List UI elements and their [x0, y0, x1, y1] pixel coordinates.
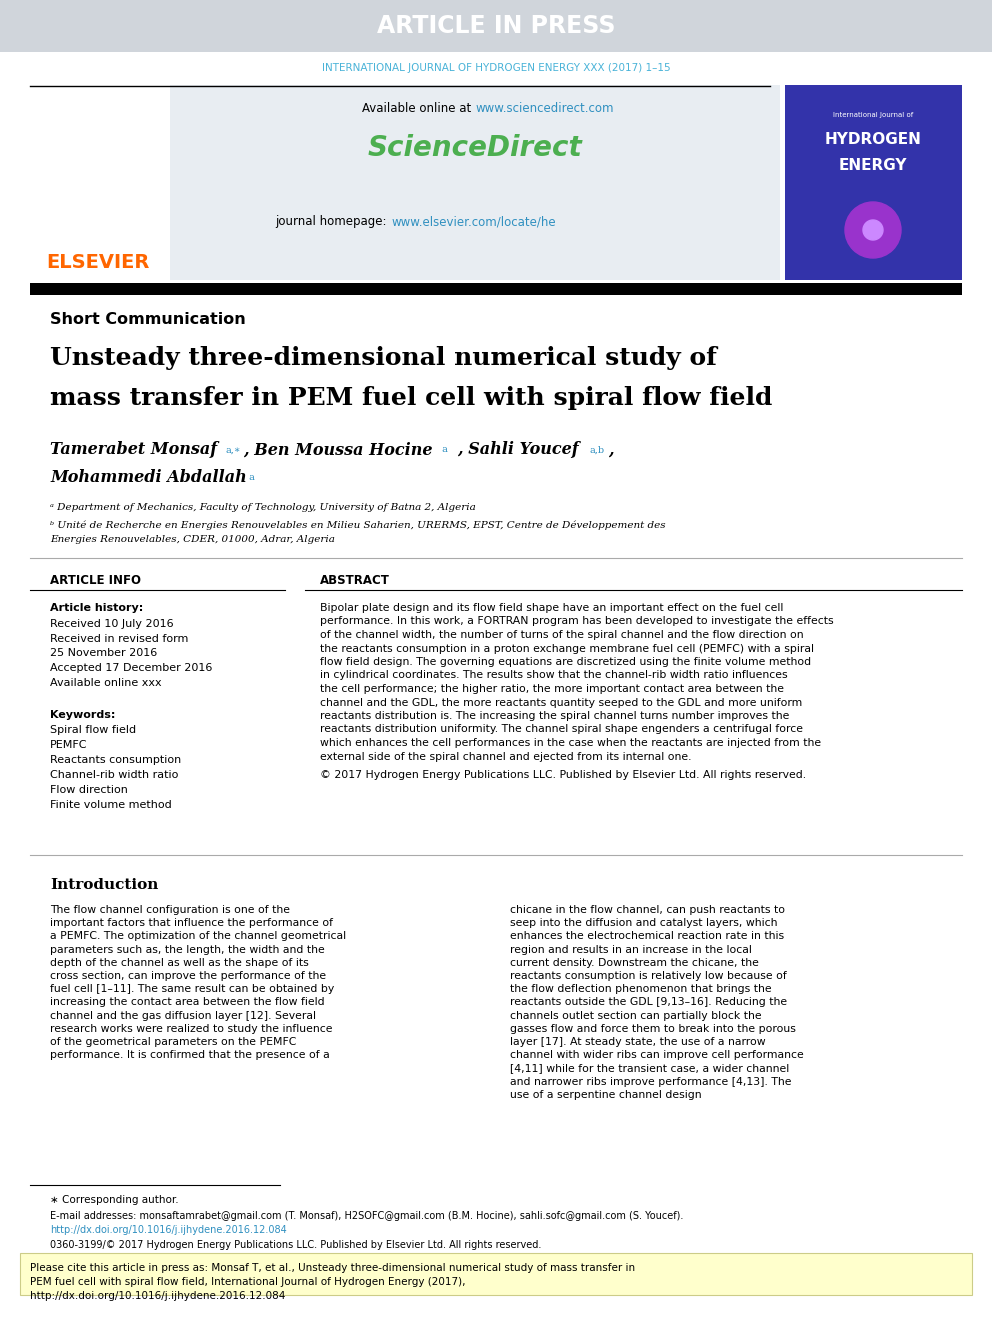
Text: increasing the contact area between the flow field: increasing the contact area between the … [50, 998, 324, 1007]
Text: INTERNATIONAL JOURNAL OF HYDROGEN ENERGY XXX (2017) 1–15: INTERNATIONAL JOURNAL OF HYDROGEN ENERGY… [321, 64, 671, 73]
Text: research works were realized to study the influence: research works were realized to study th… [50, 1024, 332, 1033]
Text: ,: , [608, 442, 614, 459]
Text: Flow direction: Flow direction [50, 785, 128, 795]
Text: channel and the GDL, the more reactants quantity seeped to the GDL and more unif: channel and the GDL, the more reactants … [320, 697, 803, 708]
Text: Finite volume method: Finite volume method [50, 800, 172, 810]
Text: Bipolar plate design and its flow field shape have an important effect on the fu: Bipolar plate design and its flow field … [320, 603, 784, 613]
Text: channel with wider ribs can improve cell performance: channel with wider ribs can improve cell… [510, 1050, 804, 1060]
Text: current density. Downstream the chicane, the: current density. Downstream the chicane,… [510, 958, 759, 968]
FancyBboxPatch shape [30, 283, 962, 295]
Text: Available online xxx: Available online xxx [50, 677, 162, 688]
Text: cross section, can improve the performance of the: cross section, can improve the performan… [50, 971, 326, 980]
Text: The flow channel configuration is one of the: The flow channel configuration is one of… [50, 905, 290, 916]
Text: Introduction: Introduction [50, 878, 159, 892]
FancyBboxPatch shape [170, 85, 780, 280]
Text: a PEMFC. The optimization of the channel geometrical: a PEMFC. The optimization of the channel… [50, 931, 346, 942]
Text: channels outlet section can partially block the: channels outlet section can partially bl… [510, 1011, 762, 1020]
Text: Received in revised form: Received in revised form [50, 634, 188, 644]
Text: a,∗: a,∗ [225, 446, 240, 455]
Text: www.sciencedirect.com: www.sciencedirect.com [476, 102, 614, 115]
Text: , Sahli Youcef: , Sahli Youcef [457, 442, 578, 459]
Text: Accepted 17 December 2016: Accepted 17 December 2016 [50, 663, 212, 673]
Text: © 2017 Hydrogen Energy Publications LLC. Published by Elsevier Ltd. All rights r: © 2017 Hydrogen Energy Publications LLC.… [320, 770, 806, 781]
Text: Unsteady three-dimensional numerical study of: Unsteady three-dimensional numerical stu… [50, 347, 717, 370]
Text: in cylindrical coordinates. The results show that the channel-rib width ratio in: in cylindrical coordinates. The results … [320, 671, 788, 680]
Text: and narrower ribs improve performance [4,13]. The: and narrower ribs improve performance [4… [510, 1077, 792, 1086]
Text: ENERGY: ENERGY [839, 157, 908, 172]
Text: Short Communication: Short Communication [50, 312, 246, 328]
Text: seep into the diffusion and catalyst layers, which: seep into the diffusion and catalyst lay… [510, 918, 778, 929]
Text: http://dx.doi.org/10.1016/j.ijhydene.2016.12.084: http://dx.doi.org/10.1016/j.ijhydene.201… [50, 1225, 287, 1234]
Text: chicane in the flow channel, can push reactants to: chicane in the flow channel, can push re… [510, 905, 785, 916]
Text: , Ben Moussa Hocine: , Ben Moussa Hocine [243, 442, 433, 459]
Text: a,b: a,b [590, 446, 605, 455]
Text: of the geometrical parameters on the PEMFC: of the geometrical parameters on the PEM… [50, 1037, 297, 1046]
FancyBboxPatch shape [785, 85, 962, 280]
Text: Spiral flow field: Spiral flow field [50, 725, 136, 736]
Text: ∗ Corresponding author.: ∗ Corresponding author. [50, 1195, 179, 1205]
Circle shape [863, 220, 883, 239]
Text: ScienceDirect: ScienceDirect [368, 134, 582, 161]
Text: Mohammedi Abdallah: Mohammedi Abdallah [50, 470, 247, 487]
Text: performance. In this work, a FORTRAN program has been developed to investigate t: performance. In this work, a FORTRAN pro… [320, 617, 833, 627]
Text: layer [17]. At steady state, the use of a narrow: layer [17]. At steady state, the use of … [510, 1037, 766, 1046]
FancyBboxPatch shape [0, 0, 992, 52]
Text: 25 November 2016: 25 November 2016 [50, 648, 158, 658]
Text: performance. It is confirmed that the presence of a: performance. It is confirmed that the pr… [50, 1050, 329, 1060]
Text: www.elsevier.com/locate/he: www.elsevier.com/locate/he [392, 216, 557, 229]
Text: reactants distribution is. The increasing the spiral channel turns number improv: reactants distribution is. The increasin… [320, 710, 790, 721]
Text: reactants distribution uniformity. The channel spiral shape engenders a centrifu: reactants distribution uniformity. The c… [320, 725, 803, 734]
Text: region and results in an increase in the local: region and results in an increase in the… [510, 945, 752, 955]
Text: [4,11] while for the transient case, a wider channel: [4,11] while for the transient case, a w… [510, 1064, 790, 1073]
Text: Received 10 July 2016: Received 10 July 2016 [50, 619, 174, 628]
Text: ABSTRACT: ABSTRACT [320, 573, 390, 586]
Text: 0360-3199/© 2017 Hydrogen Energy Publications LLC. Published by Elsevier Ltd. Al: 0360-3199/© 2017 Hydrogen Energy Publica… [50, 1240, 542, 1250]
Text: the cell performance; the higher ratio, the more important contact area between : the cell performance; the higher ratio, … [320, 684, 784, 695]
Text: enhances the electrochemical reaction rate in this: enhances the electrochemical reaction ra… [510, 931, 784, 942]
Text: flow field design. The governing equations are discretized using the finite volu: flow field design. The governing equatio… [320, 658, 811, 667]
Text: ELSEVIER: ELSEVIER [47, 254, 150, 273]
Text: use of a serpentine channel design: use of a serpentine channel design [510, 1090, 701, 1099]
Text: gasses flow and force them to break into the porous: gasses flow and force them to break into… [510, 1024, 796, 1033]
Text: external side of the spiral channel and ejected from its internal one.: external side of the spiral channel and … [320, 751, 691, 762]
Text: ARTICLE INFO: ARTICLE INFO [50, 573, 141, 586]
Text: Reactants consumption: Reactants consumption [50, 755, 182, 765]
Text: important factors that influence the performance of: important factors that influence the per… [50, 918, 333, 929]
Text: http://dx.doi.org/10.1016/j.ijhydene.2016.12.084: http://dx.doi.org/10.1016/j.ijhydene.201… [30, 1291, 286, 1301]
Text: ᵃ Department of Mechanics, Faculty of Technology, University of Batna 2, Algeria: ᵃ Department of Mechanics, Faculty of Te… [50, 504, 476, 512]
Text: mass transfer in PEM fuel cell with spiral flow field: mass transfer in PEM fuel cell with spir… [50, 386, 773, 410]
Text: fuel cell [1–11]. The same result can be obtained by: fuel cell [1–11]. The same result can be… [50, 984, 334, 994]
Text: which enhances the cell performances in the case when the reactants are injected: which enhances the cell performances in … [320, 738, 821, 747]
Text: HYDROGEN: HYDROGEN [824, 132, 922, 147]
Text: reactants outside the GDL [9,13–16]. Reducing the: reactants outside the GDL [9,13–16]. Red… [510, 998, 787, 1007]
Text: Channel-rib width ratio: Channel-rib width ratio [50, 770, 179, 781]
Text: PEM fuel cell with spiral flow field, International Journal of Hydrogen Energy (: PEM fuel cell with spiral flow field, In… [30, 1277, 465, 1287]
Circle shape [845, 202, 901, 258]
Text: the reactants consumption in a proton exchange membrane fuel cell (PEMFC) with a: the reactants consumption in a proton ex… [320, 643, 814, 654]
Text: depth of the channel as well as the shape of its: depth of the channel as well as the shap… [50, 958, 309, 968]
Text: International Journal of: International Journal of [833, 112, 913, 118]
Text: parameters such as, the length, the width and the: parameters such as, the length, the widt… [50, 945, 324, 955]
Text: Please cite this article in press as: Monsaf T, et al., Unsteady three-dimension: Please cite this article in press as: Mo… [30, 1263, 635, 1273]
Text: Energies Renouvelables, CDER, 01000, Adrar, Algeria: Energies Renouvelables, CDER, 01000, Adr… [50, 536, 335, 545]
Text: of the channel width, the number of turns of the spiral channel and the flow dir: of the channel width, the number of turn… [320, 630, 804, 640]
Text: ᵇ Unité de Recherche en Energies Renouvelables en Milieu Saharien, URERMS, EPST,: ᵇ Unité de Recherche en Energies Renouve… [50, 520, 666, 529]
Text: Available online at: Available online at [362, 102, 475, 115]
Text: ARTICLE IN PRESS: ARTICLE IN PRESS [377, 15, 615, 38]
Text: E-mail addresses: monsaftamrabet@gmail.com (T. Monsaf), H2SOFC@gmail.com (B.M. H: E-mail addresses: monsaftamrabet@gmail.c… [50, 1211, 683, 1221]
Text: a: a [246, 474, 255, 483]
Text: Keywords:: Keywords: [50, 710, 115, 720]
Text: reactants consumption is relatively low because of: reactants consumption is relatively low … [510, 971, 787, 980]
Text: Article history:: Article history: [50, 603, 143, 613]
Text: channel and the gas diffusion layer [12]. Several: channel and the gas diffusion layer [12]… [50, 1011, 316, 1020]
Text: PEMFC: PEMFC [50, 740, 87, 750]
Text: journal homepage:: journal homepage: [275, 216, 390, 229]
FancyBboxPatch shape [30, 85, 165, 280]
FancyBboxPatch shape [20, 1253, 972, 1295]
Text: a: a [439, 446, 447, 455]
Text: the flow deflection phenomenon that brings the: the flow deflection phenomenon that brin… [510, 984, 772, 994]
Text: Tamerabet Monsaf: Tamerabet Monsaf [50, 442, 217, 459]
